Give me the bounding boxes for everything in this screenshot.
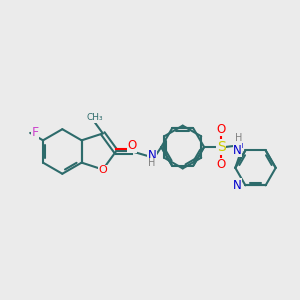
- Text: N: N: [233, 179, 242, 192]
- Text: O: O: [98, 165, 107, 175]
- Text: N: N: [148, 149, 156, 162]
- Text: O: O: [217, 158, 226, 171]
- Text: O: O: [128, 139, 137, 152]
- Text: S: S: [217, 140, 226, 154]
- Text: O: O: [217, 123, 226, 136]
- Text: CH₃: CH₃: [87, 113, 103, 122]
- Text: H: H: [148, 158, 156, 168]
- Text: H: H: [235, 133, 243, 142]
- Text: F: F: [32, 126, 39, 140]
- Text: N: N: [235, 138, 243, 151]
- Text: N: N: [233, 144, 242, 157]
